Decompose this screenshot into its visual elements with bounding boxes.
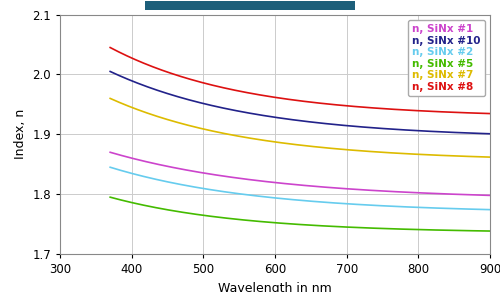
n, SiNx #5: [478, 229, 484, 233]
n, SiNx #7: [288, 142, 294, 146]
n, SiNx #2: [290, 198, 296, 201]
n, SiNx #7: [333, 147, 339, 151]
n, SiNx #2: [418, 206, 424, 209]
n, SiNx #10: [487, 132, 493, 135]
n, SiNx #1: [107, 151, 113, 154]
n, SiNx #10: [333, 123, 339, 126]
n, SiNx #7: [290, 142, 296, 146]
n, SiNx #1: [288, 182, 294, 186]
n, SiNx #8: [333, 103, 339, 107]
n, SiNx #7: [478, 155, 484, 159]
n, SiNx #10: [418, 129, 424, 133]
n, SiNx #1: [418, 191, 424, 195]
Y-axis label: Index, n: Index, n: [14, 109, 26, 159]
n, SiNx #5: [487, 229, 493, 233]
n, SiNx #8: [418, 109, 424, 113]
n, SiNx #10: [312, 121, 318, 124]
n, SiNx #1: [333, 186, 339, 190]
n, SiNx #10: [290, 118, 296, 121]
n, SiNx #7: [418, 153, 424, 156]
Line: n, SiNx #1: n, SiNx #1: [110, 152, 490, 195]
n, SiNx #5: [418, 228, 424, 231]
n, SiNx #8: [290, 98, 296, 102]
n, SiNx #10: [478, 132, 484, 135]
X-axis label: Wavelength in nm: Wavelength in nm: [218, 281, 332, 292]
n, SiNx #5: [290, 222, 296, 226]
n, SiNx #1: [478, 193, 484, 197]
n, SiNx #8: [288, 98, 294, 101]
n, SiNx #10: [107, 70, 113, 73]
n, SiNx #8: [478, 112, 484, 115]
n, SiNx #2: [288, 198, 294, 201]
n, SiNx #5: [333, 225, 339, 228]
n, SiNx #2: [478, 208, 484, 211]
Line: n, SiNx #2: n, SiNx #2: [110, 167, 490, 210]
n, SiNx #1: [312, 185, 318, 188]
Line: n, SiNx #5: n, SiNx #5: [110, 197, 490, 231]
n, SiNx #8: [487, 112, 493, 115]
Line: n, SiNx #8: n, SiNx #8: [110, 48, 490, 114]
n, SiNx #7: [107, 97, 113, 100]
n, SiNx #8: [312, 101, 318, 105]
n, SiNx #1: [290, 182, 296, 186]
n, SiNx #2: [107, 166, 113, 169]
n, SiNx #5: [288, 222, 294, 226]
n, SiNx #2: [312, 200, 318, 203]
n, SiNx #2: [487, 208, 493, 211]
n, SiNx #1: [487, 194, 493, 197]
n, SiNx #8: [107, 46, 113, 49]
n, SiNx #2: [333, 201, 339, 205]
Line: n, SiNx #10: n, SiNx #10: [110, 72, 490, 134]
n, SiNx #10: [288, 118, 294, 121]
n, SiNx #5: [107, 195, 113, 199]
n, SiNx #7: [487, 155, 493, 159]
n, SiNx #7: [312, 145, 318, 149]
n, SiNx #5: [312, 224, 318, 227]
Line: n, SiNx #7: n, SiNx #7: [110, 98, 490, 157]
Legend: n, SiNx #1, n, SiNx #10, n, SiNx #2, n, SiNx #5, n, SiNx #7, n, SiNx #8: n, SiNx #1, n, SiNx #10, n, SiNx #2, n, …: [408, 20, 485, 96]
